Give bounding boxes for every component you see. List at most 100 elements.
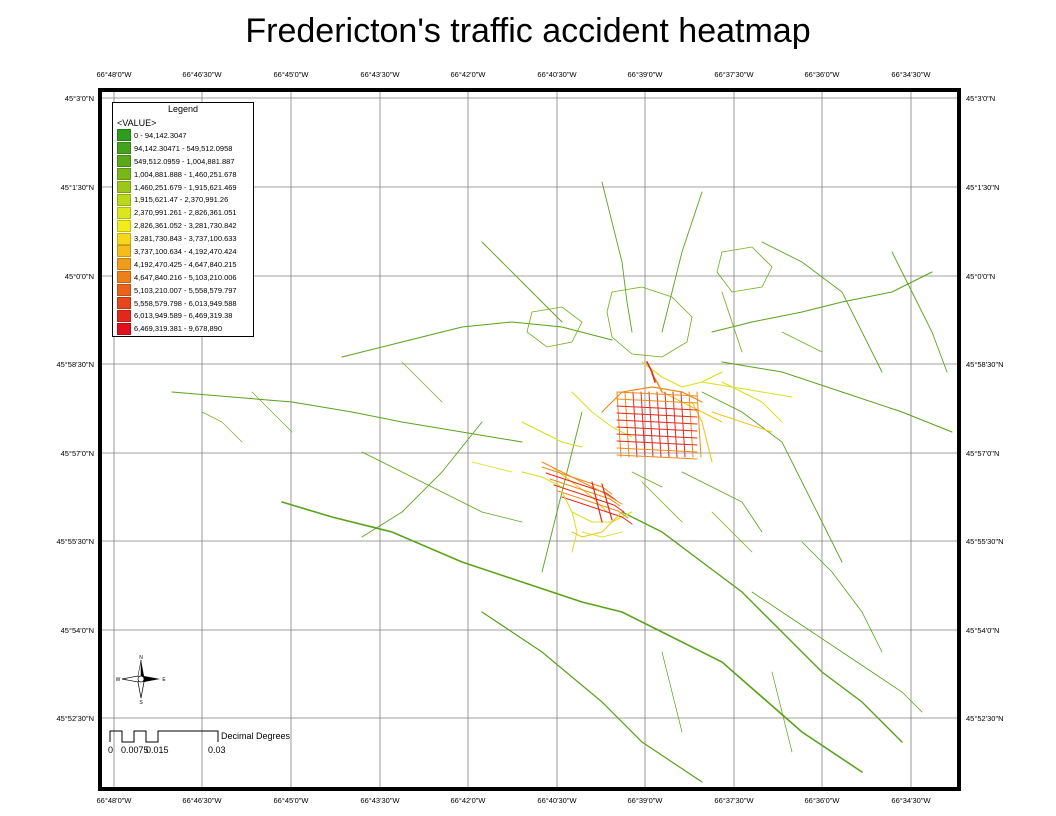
graticule-label-bottom: 66°37'30"W (714, 796, 754, 805)
road-segment (721, 361, 953, 433)
legend-class-14: 6,013,949.589 - 6,469,319.38 (117, 309, 253, 322)
road-segment (561, 496, 633, 525)
legend-classes: 0 - 94,142.3047 94,142.30471 - 549,512.09… (113, 129, 253, 335)
road-segment (601, 386, 703, 413)
legend-swatch (117, 284, 131, 297)
graticule-label-left: 45°58'30"N (56, 360, 94, 369)
road-segment (711, 271, 933, 333)
graticule-label-top: 66°43'30"W (360, 70, 400, 79)
road-segment (624, 391, 630, 458)
road-segment (672, 391, 678, 458)
road-segment (761, 241, 883, 373)
road-segment (681, 471, 763, 533)
legend-class-13: 5,558,579.798 - 6,013,949.588 (117, 297, 253, 310)
legend-swatch (117, 258, 131, 271)
road-segment (632, 391, 638, 458)
legend-label: 94,142.30471 - 549,512.0958 (134, 143, 233, 153)
road-segment (631, 471, 663, 488)
road-segment (721, 381, 783, 423)
legend-class-8: 3,281,730.843 - 3,737,100.633 (117, 232, 253, 245)
graticule-label-left: 45°54'0"N (60, 626, 94, 635)
map-canvas[interactable] (102, 92, 957, 787)
legend-label: 1,004,881.888 - 1,460,251.678 (134, 169, 237, 179)
road-segment (541, 466, 613, 495)
road-segment (616, 419, 698, 425)
road-segment (361, 421, 483, 538)
graticule-label-bottom: 66°39'0"W (627, 796, 663, 805)
road-segment (553, 484, 625, 513)
road-segment (661, 651, 683, 733)
graticule-label-top: 66°39'0"W (627, 70, 663, 79)
road-network (171, 181, 953, 783)
compass-rose-icon: N S E W (116, 655, 167, 706)
road-segment (751, 591, 923, 713)
road-segment (616, 412, 698, 418)
road-segment (641, 481, 683, 523)
road-segment (171, 391, 523, 443)
road-segment (251, 391, 293, 433)
legend-label: 0 - 94,142.3047 (134, 130, 187, 140)
graticule-label-top: 66°37'30"W (714, 70, 754, 79)
graticule-label-right: 45°54'0"N (966, 626, 1000, 635)
graticule-label-bottom: 66°45'0"W (273, 796, 309, 805)
road-segment (401, 361, 443, 403)
road-segment (201, 411, 243, 443)
road-segment (648, 391, 654, 458)
road-segment (606, 286, 693, 358)
road-segment (771, 671, 793, 753)
graticule-label-left: 45°1'30"N (60, 183, 94, 192)
road-segment (680, 391, 686, 458)
graticule-label-right: 45°55'30"N (966, 537, 1004, 546)
road-segment (526, 306, 583, 348)
scale-tick-1: 0.0075 (121, 745, 149, 755)
graticule-label-top: 66°34'30"W (891, 70, 931, 79)
road-segment (711, 511, 753, 553)
road-segment (661, 391, 723, 423)
legend-swatch (117, 155, 131, 168)
road-segment (557, 490, 629, 519)
road-segment (801, 541, 883, 653)
graticule-label-top: 66°36'0"W (804, 70, 840, 79)
scale-tick-0: 0 (108, 745, 114, 755)
road-segment (616, 391, 698, 397)
legend-label: 2,370,991.261 - 2,826,361.051 (134, 208, 237, 218)
graticule-label-left: 45°0'0"N (64, 272, 94, 281)
graticule-label-left: 45°57'0"N (60, 449, 94, 458)
road-segment (571, 511, 623, 538)
graticule-label-left: 45°3'0"N (64, 94, 94, 103)
road-segment (571, 391, 633, 438)
legend-class-15: 6,469,319.381 - 9,678,890 (117, 322, 253, 335)
graticule-label-bottom: 66°43'30"W (360, 796, 400, 805)
legend-label: 6,013,949.589 - 6,469,319.38 (134, 311, 233, 321)
graticule-label-top: 66°46'30"W (182, 70, 222, 79)
legend-swatch (117, 232, 131, 245)
legend-swatch (117, 309, 131, 322)
legend-label: 549,512.0959 - 1,004,881.887 (134, 156, 235, 166)
road-segment (721, 291, 743, 353)
legend-class-4: 1,460,251.679 - 1,915,621.469 (117, 181, 253, 194)
legend-class-9: 3,737,100.634 - 4,192,470.424 (117, 245, 253, 258)
road-segment (616, 426, 698, 432)
road-segment (640, 391, 646, 458)
legend-swatch (117, 129, 131, 142)
map-frame[interactable]: Legend <VALUE> 0 - 94,142.3047 94,142.304… (98, 88, 961, 791)
highway (481, 611, 703, 783)
graticule-label-bottom: 66°42'0"W (450, 796, 486, 805)
road-segment (716, 246, 773, 293)
road-segment (661, 191, 703, 333)
road-segment (616, 454, 698, 460)
legend-class-1: 94,142.30471 - 549,512.0958 (117, 142, 253, 155)
legend-swatch (117, 142, 131, 155)
legend-swatch (117, 297, 131, 310)
legend-swatch (117, 271, 131, 284)
scale-units: Decimal Degrees (221, 731, 291, 741)
legend-class-11: 4,647,840.216 - 5,103,210.006 (117, 271, 253, 284)
road-segment (601, 181, 633, 333)
road-segment (664, 391, 670, 458)
legend-class-10: 4,192,470.425 - 4,647,840.215 (117, 258, 253, 271)
scale-tick-2: 0.015 (146, 745, 169, 755)
north-arrow: N S E W (116, 654, 167, 709)
legend-label: 3,281,730.843 - 3,737,100.633 (134, 234, 237, 244)
legend-class-12: 5,103,210.007 - 5,558,579.797 (117, 284, 253, 297)
graticule-label-right: 45°3'0"N (966, 94, 996, 103)
